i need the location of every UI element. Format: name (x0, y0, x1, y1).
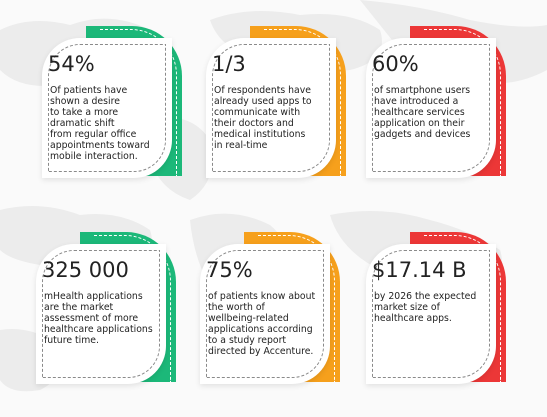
card-panel: 60% of smartphone users have introduced … (366, 38, 496, 178)
stat-card: 325 000 mHealth applications are the mar… (36, 232, 176, 392)
card-panel: 325 000 mHealth applications are the mar… (36, 244, 166, 384)
stat-value: 325 000 (42, 258, 129, 282)
stat-card: 75% of patients know about the worth of … (200, 232, 340, 392)
card-panel: 75% of patients know about the worth of … (200, 244, 330, 384)
stat-description: by 2026 the expected market size of heal… (374, 291, 477, 324)
stat-description: Of patients have shown a desire to take … (50, 85, 150, 162)
stat-card: $17.14 B by 2026 the expected market siz… (366, 232, 506, 392)
stat-value: 54% (48, 52, 95, 76)
stat-description: mHealth applications are the market asse… (44, 291, 153, 346)
stat-value: $17.14 B (372, 258, 467, 282)
card-panel: 1/3 Of respondents have already used app… (206, 38, 336, 178)
stat-card: 1/3 Of respondents have already used app… (206, 26, 346, 186)
stat-value: 75% (206, 258, 253, 282)
stat-card: 54% Of patients have shown a desire to t… (42, 26, 182, 186)
card-panel: 54% Of patients have shown a desire to t… (42, 38, 172, 178)
stat-description: of patients know about the worth of well… (208, 291, 316, 357)
stat-value: 60% (372, 52, 419, 76)
stat-description: of smartphone users have introduced a he… (374, 85, 471, 140)
stat-description: Of respondents have already used apps to… (214, 85, 312, 151)
stat-card: 60% of smartphone users have introduced … (366, 26, 506, 186)
stat-value: 1/3 (212, 52, 246, 76)
card-panel: $17.14 B by 2026 the expected market siz… (366, 244, 496, 384)
